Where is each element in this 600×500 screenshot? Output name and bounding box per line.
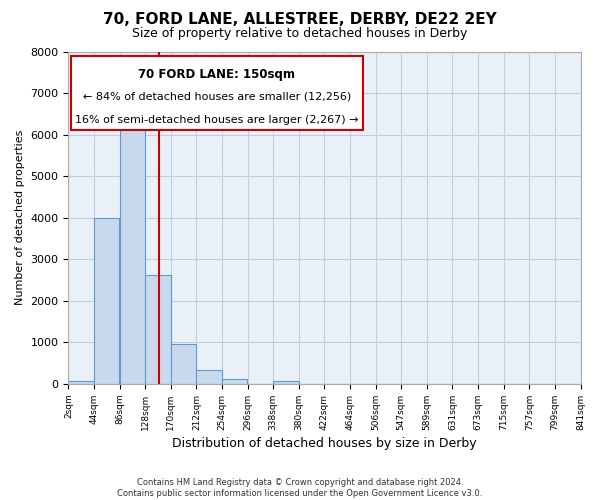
Bar — [222, 379, 247, 384]
Bar — [119, 110, 145, 384]
Text: 70, FORD LANE, ALLESTREE, DERBY, DE22 2EY: 70, FORD LANE, ALLESTREE, DERBY, DE22 2E… — [103, 12, 497, 28]
Bar — [94, 218, 119, 384]
Text: ← 84% of detached houses are smaller (12,256): ← 84% of detached houses are smaller (12… — [83, 92, 351, 102]
Bar — [145, 275, 170, 384]
Text: Size of property relative to detached houses in Derby: Size of property relative to detached ho… — [133, 28, 467, 40]
Y-axis label: Number of detached properties: Number of detached properties — [15, 130, 25, 306]
Bar — [171, 344, 196, 384]
Text: 16% of semi-detached houses are larger (2,267) →: 16% of semi-detached houses are larger (… — [75, 114, 359, 124]
Text: Contains HM Land Registry data © Crown copyright and database right 2024.
Contai: Contains HM Land Registry data © Crown c… — [118, 478, 482, 498]
FancyBboxPatch shape — [71, 56, 363, 130]
Bar — [196, 370, 222, 384]
Bar — [273, 381, 299, 384]
Bar — [68, 381, 94, 384]
Text: 70 FORD LANE: 150sqm: 70 FORD LANE: 150sqm — [139, 68, 295, 81]
X-axis label: Distribution of detached houses by size in Derby: Distribution of detached houses by size … — [172, 437, 477, 450]
